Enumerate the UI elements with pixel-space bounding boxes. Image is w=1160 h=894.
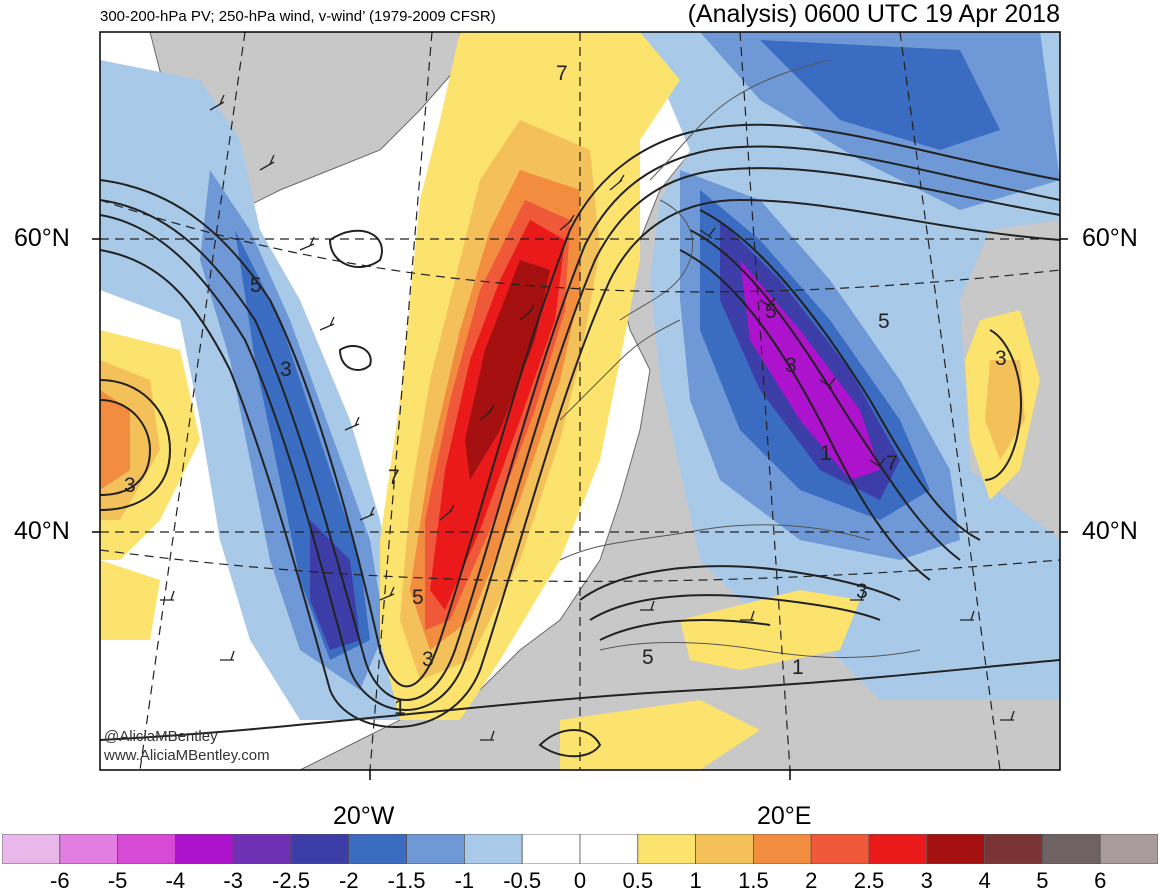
- colorbar-swatch: [290, 834, 350, 864]
- colorbar-tick-label: -4: [165, 868, 186, 893]
- colorbar-swatch: [579, 834, 639, 864]
- contour-label: 1: [792, 656, 804, 679]
- contour-label: 3: [124, 474, 136, 497]
- contour-label: 7: [388, 466, 400, 489]
- contour-label: 5: [412, 586, 424, 609]
- colorbar-swatch: [810, 834, 870, 864]
- colorbar-tick-label: -1.5: [387, 868, 426, 893]
- contour-label: 3: [995, 347, 1007, 370]
- colorbar: [2, 834, 1158, 864]
- colorbar-swatch: [1099, 834, 1158, 864]
- contour-label: 3: [785, 354, 797, 377]
- credit-handle: @AliciaMBentley: [104, 728, 218, 745]
- colorbar-tick-label: 3: [920, 868, 933, 893]
- colorbar-swatch: [348, 834, 407, 864]
- colorbar-swatch: [463, 834, 523, 864]
- colorbar-tick-label: -0.5: [503, 868, 542, 893]
- contour-label: 5: [642, 646, 654, 669]
- colorbar-tick-label: -2.5: [272, 868, 310, 893]
- contour-label: 5: [878, 310, 890, 333]
- colorbar-swatch: [406, 834, 465, 864]
- colorbar-swatch: [868, 834, 928, 864]
- colorbar-swatch: [232, 834, 292, 864]
- contour-label: 3: [280, 358, 292, 381]
- contour-label: 7: [886, 452, 898, 475]
- colorbar-tick-label: 2: [805, 868, 818, 893]
- pv-anomaly-ridge: [380, 32, 680, 720]
- colorbar-swatch: [174, 834, 234, 864]
- lon-label-20e: 20°E: [757, 802, 812, 830]
- wind-barbs: [160, 94, 1015, 741]
- colorbar-tick-label: 0: [573, 868, 587, 893]
- colorbar-tick-label: -1: [454, 868, 475, 893]
- lat-label-60n-left: 60°N: [14, 224, 70, 252]
- colorbar-tick-label: 4: [978, 868, 991, 893]
- colorbar-tick-label: 2.5: [853, 868, 885, 893]
- colorbar-swatch: [521, 834, 581, 864]
- credit-website: www.AliciaMBentley.com: [104, 747, 270, 764]
- colorbar-swatch: [753, 834, 812, 864]
- colorbar-swatch: [117, 834, 176, 864]
- colorbar-swatch: [926, 834, 985, 864]
- contour-label: 5: [250, 274, 262, 297]
- lat-label-40n-right: 40°N: [1082, 517, 1138, 545]
- graticule: [100, 32, 1060, 770]
- colorbar-swatch: [695, 834, 754, 864]
- contour-label: 1: [394, 696, 406, 719]
- colorbar-tick-label: 1.5: [738, 868, 769, 893]
- colorbar-tick-label: -3: [223, 868, 243, 893]
- map-title: (Analysis) 0600 UTC 19 Apr 2018: [687, 0, 1060, 28]
- lat-label-40n-left: 40°N: [14, 517, 70, 545]
- colorbar-tick-label: 5: [1036, 868, 1049, 893]
- coastlines: [559, 59, 921, 658]
- lat-ticks: [92, 238, 1068, 780]
- contour-label: 3: [856, 580, 868, 603]
- pv-anomaly-trough-east: [640, 32, 1060, 700]
- lat-label-60n-right: 60°N: [1082, 224, 1138, 252]
- colorbar-swatch: [984, 834, 1043, 864]
- colorbar-tick-label: -2: [339, 868, 359, 893]
- contour-label: 5: [765, 300, 777, 323]
- colorbar-swatch: [2, 834, 61, 864]
- map-frame: [99, 31, 1061, 771]
- colorbar-tick-label: 1: [689, 868, 702, 893]
- colorbar-tick-label: 0.5: [622, 868, 654, 893]
- colorbar-swatch: [1042, 834, 1101, 864]
- colorbar-tick-label: 6: [1094, 868, 1107, 893]
- pv-contours: [100, 123, 1060, 758]
- map-subtitle: 300-200-hPa PV; 250-hPa wind, v-wind’ (1…: [100, 8, 496, 25]
- colorbar-tick-label: -6: [50, 868, 70, 893]
- colorbar-swatch: [637, 834, 696, 864]
- pv-anomaly-patches: [100, 310, 1040, 770]
- colorbar-swatch: [59, 834, 118, 864]
- contour-label: 7: [556, 62, 568, 85]
- contour-labels: 7 5 3 1 3 5 7 5 3 1 3 5 7 3 5 1 3: [124, 62, 1007, 719]
- contour-label: 1: [820, 442, 832, 465]
- contour-label: 3: [422, 648, 434, 671]
- colorbar-tick-label: -5: [107, 868, 128, 893]
- lon-label-20w: 20°W: [333, 802, 395, 830]
